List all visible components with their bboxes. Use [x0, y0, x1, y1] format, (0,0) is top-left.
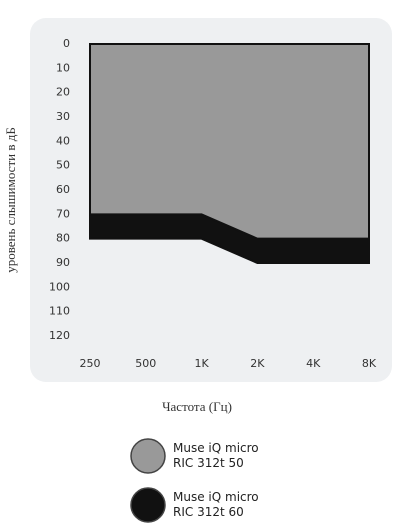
y-tick-label: 0 [63, 37, 70, 50]
x-tick-label: 1K [194, 357, 209, 370]
y-tick-label: 60 [56, 183, 70, 196]
x-tick-label: 250 [80, 357, 101, 370]
y-tick-label: 100 [49, 280, 70, 293]
range-area [89, 43, 370, 240]
x-tick-label: 8K [362, 357, 377, 370]
y-tick-label: 10 [56, 61, 70, 74]
legend-label: Muse iQ micro RIC 312t 60 [173, 490, 259, 519]
y-tick-label: 80 [56, 232, 70, 245]
y-tick-label: 40 [56, 134, 70, 147]
y-tick-label: 120 [49, 329, 70, 342]
y-tick-label: 70 [56, 207, 70, 220]
x-tick-label: 4K [306, 357, 321, 370]
x-tick-label: 500 [135, 357, 156, 370]
y-tick-label: 110 [49, 305, 70, 318]
legend-label: Muse iQ micro RIC 312t 50 [173, 441, 259, 470]
x-axis-label: Частота (Гц) [162, 399, 232, 414]
y-tick-label: 50 [56, 159, 70, 172]
x-tick-label: 2K [250, 357, 265, 370]
y-tick-label: 20 [56, 86, 70, 99]
legend-swatch [130, 438, 166, 474]
y-tick-label: 30 [56, 110, 70, 123]
legend-swatch [130, 487, 166, 523]
y-axis-label: уровень слышимости в дБ [3, 127, 18, 273]
y-tick-label: 90 [56, 256, 70, 269]
